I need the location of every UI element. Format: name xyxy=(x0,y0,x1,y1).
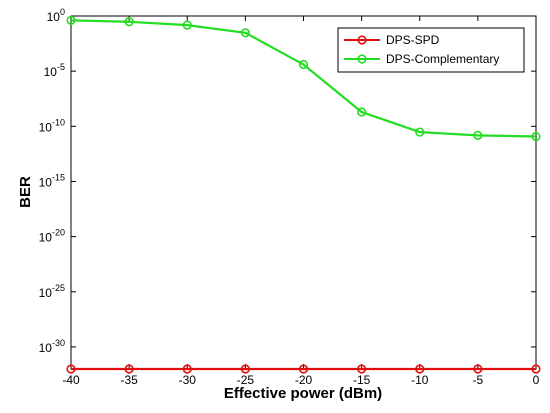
y-tick-label: 100 xyxy=(47,7,65,24)
series-dps-complementary xyxy=(66,15,541,142)
legend: DPS-SPD DPS-Complementary xyxy=(337,27,525,73)
data-point xyxy=(240,364,250,374)
y-tick-exponent: -15 xyxy=(52,172,65,182)
series-dps-spd xyxy=(66,364,541,374)
y-tick-base: 10 xyxy=(44,65,58,79)
series-layer xyxy=(66,15,541,374)
y-tick-base: 10 xyxy=(47,10,61,24)
x-tick-label: -35 xyxy=(120,373,138,387)
data-point xyxy=(240,28,250,38)
y-tick-exponent: -20 xyxy=(52,228,65,238)
data-point xyxy=(415,127,425,137)
data-point xyxy=(124,364,134,374)
data-point xyxy=(473,364,483,374)
x-tick-label: -25 xyxy=(237,373,255,387)
y-tick-base: 10 xyxy=(39,286,53,300)
data-point xyxy=(415,364,425,374)
y-tick-base: 10 xyxy=(39,341,53,355)
plot-frame xyxy=(70,15,537,370)
x-tick-label: -5 xyxy=(473,373,484,387)
data-point xyxy=(531,364,541,374)
y-tick-exponent: -5 xyxy=(57,62,65,72)
y-tick-label: 10-15 xyxy=(39,172,65,189)
data-point xyxy=(298,59,309,70)
y-tick-exponent: -10 xyxy=(52,117,65,127)
y-tick-exponent: -25 xyxy=(52,283,65,293)
data-point xyxy=(182,364,192,374)
x-tick-label: -20 xyxy=(295,373,313,387)
x-tick-label: -15 xyxy=(353,373,371,387)
data-point xyxy=(473,130,483,141)
x-tick-label: -10 xyxy=(411,373,429,387)
x-tick-label: -40 xyxy=(62,373,80,387)
data-point xyxy=(66,15,76,25)
data-point xyxy=(66,364,76,374)
x-tick-label: 0 xyxy=(533,373,540,387)
x-axis-label: Effective power (dBm) xyxy=(224,385,382,402)
data-point xyxy=(182,20,192,30)
x-tick-label: -30 xyxy=(179,373,197,387)
y-tick-base: 10 xyxy=(39,231,53,245)
series-line xyxy=(70,19,537,138)
data-point xyxy=(298,364,309,374)
y-tick-label: 10-30 xyxy=(39,338,65,355)
y-axis-label: BER xyxy=(17,176,34,208)
legend-box xyxy=(337,27,525,73)
legend-label: DPS-Complementary xyxy=(386,52,499,66)
y-tick-label: 10-25 xyxy=(39,283,65,300)
y-tick-label: 10-10 xyxy=(39,117,65,134)
data-point xyxy=(124,17,134,27)
y-tick-base: 10 xyxy=(39,175,53,189)
data-point xyxy=(357,364,367,374)
y-tick-exponent: -30 xyxy=(52,338,65,348)
legend-marker xyxy=(357,35,367,45)
y-tick-base: 10 xyxy=(39,120,53,134)
data-point xyxy=(531,131,541,142)
legend-marker xyxy=(357,54,367,64)
y-tick-exponent: 0 xyxy=(60,7,65,17)
y-tick-label: 10-5 xyxy=(44,62,65,79)
data-point xyxy=(357,107,367,117)
legend-label: DPS-SPD xyxy=(386,33,440,47)
y-tick-label: 10-20 xyxy=(39,228,65,245)
